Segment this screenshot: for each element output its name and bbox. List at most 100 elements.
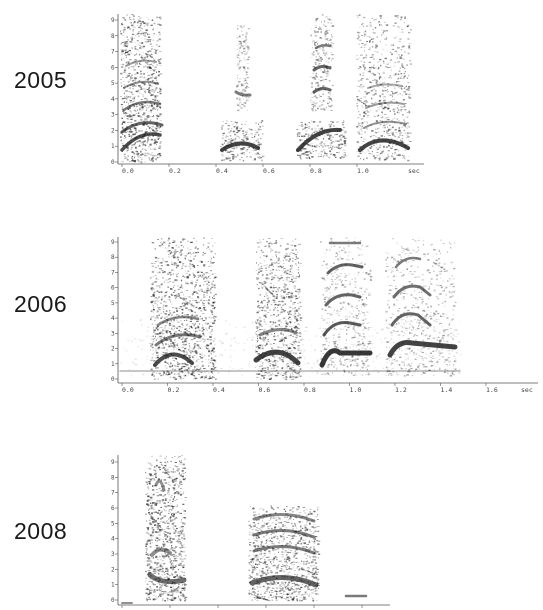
spectrogram-speck xyxy=(188,347,190,349)
spectrogram-speck xyxy=(154,300,157,302)
spectrogram-speck xyxy=(370,135,373,137)
spectrogram-speck xyxy=(131,93,133,95)
spectrogram-speck xyxy=(322,90,325,92)
spectrogram-speck xyxy=(166,264,170,266)
spectrogram-speck xyxy=(159,141,162,143)
spectrogram-speck xyxy=(138,89,140,91)
spectrogram-speck xyxy=(124,85,126,87)
spectrogram-speck xyxy=(146,141,148,144)
spectrogram-speck xyxy=(189,326,192,328)
spectrogram-speck xyxy=(128,49,131,52)
spectrogram-speck xyxy=(379,339,382,340)
spectrogram-speck xyxy=(183,299,185,301)
spectrogram-speck xyxy=(295,249,297,251)
spectrogram-speck xyxy=(277,346,280,349)
spectrogram-speck xyxy=(325,106,327,109)
spectrogram-speck xyxy=(217,372,220,374)
spectrogram-speck xyxy=(316,131,318,133)
spectrogram-speck xyxy=(305,154,308,156)
spectrogram-speck xyxy=(261,368,264,370)
spectrogram-speck xyxy=(322,108,325,110)
spectrogram-speck xyxy=(184,314,186,316)
spectrogram-speck xyxy=(280,311,282,314)
spectrogram-speck xyxy=(270,364,273,366)
spectrogram-speck xyxy=(408,60,411,62)
spectrogram-speck xyxy=(205,272,208,274)
spectrogram-speck xyxy=(181,351,183,352)
spectrogram-speck xyxy=(281,367,283,370)
spectrogram-speck xyxy=(128,53,131,56)
spectrogram-speck xyxy=(313,96,317,97)
spectrogram-speck xyxy=(366,92,369,94)
spectrogram-speck xyxy=(295,329,298,331)
spectrogram-speck xyxy=(227,151,230,153)
spectrogram-speck xyxy=(174,326,177,328)
spectrogram-speck xyxy=(254,135,255,138)
spectrogram-speck xyxy=(299,306,301,308)
spectrogram-speck xyxy=(283,340,285,342)
spectrogram-speck xyxy=(392,156,394,158)
spectrogram-speck xyxy=(233,139,236,141)
spectrogram-speck xyxy=(176,366,179,368)
spectrogram-speck xyxy=(257,300,259,303)
spectrogram-speck xyxy=(237,109,240,112)
spectrogram-speck xyxy=(345,342,347,344)
spectrogram-speck xyxy=(129,121,132,123)
spectrogram-speck xyxy=(221,342,224,344)
spectrogram-speck xyxy=(283,283,286,285)
spectrogram-speck xyxy=(251,336,254,339)
spectrogram-speck xyxy=(263,338,266,341)
spectrogram-speck xyxy=(147,77,150,79)
spectrogram-speck xyxy=(135,131,138,133)
spectrogram-speck xyxy=(150,73,154,76)
spectrogram-speck xyxy=(120,49,124,51)
spectrogram-speck xyxy=(376,51,379,53)
spectrogram-speck xyxy=(409,132,412,134)
spectrogram-speck xyxy=(278,325,280,327)
spectrogram-speck xyxy=(265,281,267,283)
spectrogram-speck xyxy=(394,15,397,17)
spectrogram-speck xyxy=(242,89,245,90)
spectrogram-speck xyxy=(402,114,404,116)
spectrogram-speck xyxy=(157,59,161,61)
spectrogram-speck xyxy=(279,245,282,247)
spectrogram-speck xyxy=(281,297,285,299)
spectrogram-speck xyxy=(318,94,320,96)
spectrogram-speck xyxy=(148,54,151,56)
spectrogram-speck xyxy=(175,344,178,346)
spectrogram-speck xyxy=(300,157,302,159)
spectrogram-speck xyxy=(395,36,398,37)
spectrogram-speck xyxy=(297,307,300,310)
spectrogram-speck xyxy=(287,335,290,337)
spectrogram-speck xyxy=(214,367,216,368)
spectrogram-speck xyxy=(386,124,388,125)
spectrogram-speck xyxy=(153,22,156,25)
harmonic-band xyxy=(234,90,252,97)
spectrogram-speck xyxy=(181,303,183,305)
spectrogram-speck xyxy=(312,65,314,67)
spectrogram-speck xyxy=(391,138,393,140)
spectrogram-speck xyxy=(392,44,395,47)
spectrogram-speck xyxy=(258,302,260,305)
spectrogram-speck xyxy=(399,134,402,136)
spectrogram-speck xyxy=(366,245,369,247)
spectrogram-speck xyxy=(324,85,326,88)
spectrogram-speck xyxy=(344,154,347,156)
spectrogram-speck xyxy=(329,39,332,41)
spectrogram-speck xyxy=(313,51,315,53)
spectrogram-speck xyxy=(235,128,239,130)
spectrogram-speck xyxy=(185,296,187,297)
spectrogram-speck xyxy=(275,374,277,377)
spectrogram-speck xyxy=(316,359,319,361)
spectrogram-speck xyxy=(158,296,160,298)
spectrogram-speck xyxy=(164,326,166,328)
spectrogram-speck xyxy=(246,138,249,140)
spectrogram-speck xyxy=(169,363,172,365)
spectrogram-speck xyxy=(266,264,268,266)
spectrogram-speck xyxy=(373,347,375,349)
spectrogram-speck xyxy=(260,338,262,340)
spectrogram-speck xyxy=(150,345,153,347)
spectrogram-speck xyxy=(181,359,184,361)
spectrogram-speck xyxy=(213,315,215,317)
spectrogram-speck xyxy=(243,41,245,43)
